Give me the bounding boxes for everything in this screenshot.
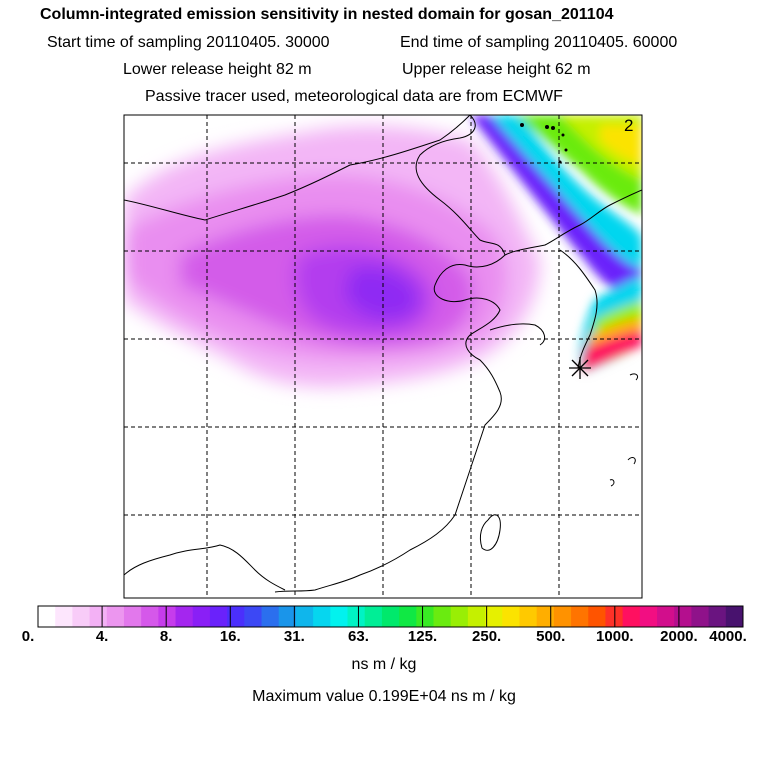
colorbar-swatch bbox=[657, 606, 675, 627]
colorbar-tick-label: 4000. bbox=[709, 628, 747, 645]
colorbar-swatch bbox=[519, 606, 538, 627]
panel-number: 2 bbox=[624, 116, 633, 135]
colorbar-swatch bbox=[467, 606, 486, 627]
start-time-label: Start time of sampling 20110405. 30000 bbox=[47, 34, 330, 51]
colorbar-swatch bbox=[209, 606, 228, 627]
map-frame bbox=[123, 114, 643, 599]
colorbar-swatch bbox=[553, 606, 572, 627]
colorbar-tick-label: 250. bbox=[472, 628, 502, 645]
islands bbox=[520, 123, 568, 164]
colorbar-swatch bbox=[502, 606, 520, 627]
colorbar-frame bbox=[37, 605, 744, 628]
colorbar-tick-label: 8. bbox=[159, 628, 173, 645]
coastlines bbox=[124, 115, 642, 593]
colorbar-swatch bbox=[278, 606, 297, 627]
tracer-note: Passive tracer used, meteorological data… bbox=[145, 88, 563, 105]
colorbar-swatch bbox=[227, 606, 245, 627]
colorbar-swatch bbox=[622, 606, 641, 627]
upper-release-label: Upper release height 62 m bbox=[402, 61, 591, 78]
colorbar-tick-label: 16. bbox=[219, 628, 241, 645]
colorbar-swatch bbox=[89, 606, 108, 627]
colorbar-swatch bbox=[106, 606, 125, 627]
colorbar-swatch bbox=[192, 606, 211, 627]
colorbar-swatch bbox=[295, 606, 314, 627]
colorbar-tick-label: 4. bbox=[95, 628, 109, 645]
colorbar-swatch bbox=[708, 606, 727, 627]
colorbar-swatch bbox=[691, 606, 710, 627]
colorbar bbox=[37, 605, 744, 628]
receptor-asterisk-icon bbox=[569, 357, 591, 379]
colorbar-swatch bbox=[313, 606, 331, 627]
colorbar-swatch bbox=[536, 606, 555, 627]
colorbar-tick-label: 125. bbox=[407, 628, 438, 645]
colorbar-swatch bbox=[158, 606, 177, 627]
colorbar-swatch bbox=[364, 606, 383, 627]
colorbar-tick-label: 500. bbox=[536, 628, 566, 645]
colorbar-swatch bbox=[605, 606, 624, 627]
colorbar-tick-label: 0. bbox=[21, 628, 35, 645]
colorbar-units: ns m / kg bbox=[351, 656, 417, 673]
colorbar-swatch bbox=[588, 606, 606, 627]
colorbar-swatch bbox=[347, 606, 366, 627]
colorbar-swatch bbox=[725, 606, 744, 627]
maximum-value-label: Maximum value 0.199E+04 ns m / kg bbox=[252, 688, 516, 705]
colorbar-swatch bbox=[450, 606, 469, 627]
plot-title: Column-integrated emission sensitivity i… bbox=[40, 6, 614, 23]
colorbar-tick-label: 2000. bbox=[660, 628, 698, 645]
end-time-label: End time of sampling 20110405. 60000 bbox=[400, 34, 678, 51]
colorbar-tick-label: 1000. bbox=[596, 628, 634, 645]
colorbar-swatch bbox=[123, 606, 142, 627]
colorbar-swatch bbox=[433, 606, 452, 627]
colorbar-swatch bbox=[244, 606, 263, 627]
colorbar-swatch bbox=[485, 606, 503, 627]
sensitivity-field bbox=[124, 115, 642, 388]
colorbar-tick-label: 63. bbox=[348, 628, 369, 645]
colorbar-swatch bbox=[639, 606, 658, 627]
colorbar-tick-label: 31. bbox=[283, 628, 305, 645]
colorbar-swatch bbox=[416, 606, 434, 627]
colorbar-swatch bbox=[141, 606, 159, 627]
colorbar-swatch bbox=[330, 606, 349, 627]
colorbar-swatch bbox=[381, 606, 400, 627]
colorbar-swatch bbox=[72, 606, 91, 627]
lat-lon-grid bbox=[124, 115, 642, 598]
colorbar-swatch bbox=[674, 606, 692, 627]
colorbar-swatch bbox=[175, 606, 194, 627]
colorbar-swatch bbox=[399, 606, 417, 627]
colorbar-swatch bbox=[261, 606, 280, 627]
colorbar-swatch bbox=[571, 606, 589, 627]
lower-release-label: Lower release height 82 m bbox=[123, 61, 312, 78]
colorbar-swatch bbox=[38, 606, 56, 627]
colorbar-swatch bbox=[55, 606, 73, 627]
